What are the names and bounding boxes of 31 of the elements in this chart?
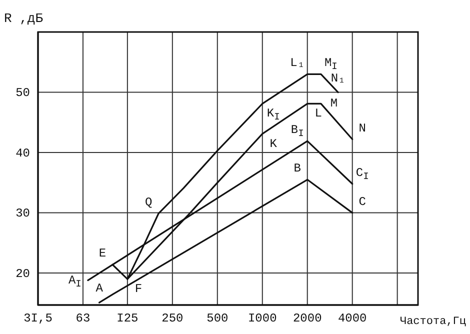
annotation: A$_{I}$ [68,273,82,289]
x-tick-label: 4000 [338,312,367,326]
x-tick-label: I25 [116,312,138,326]
annotation: K [270,137,278,152]
annotation: B$_{I}$ [290,123,304,139]
annotation: M [330,96,338,111]
x-tick-label: 3I,5 [24,312,52,326]
annotation: Q [144,196,152,210]
y-tick-label: 50 [16,86,30,100]
annotation: N₁ [330,71,346,86]
x-tick-label: 250 [162,312,184,326]
annotation: K$_{I}$ [266,106,280,122]
annotation: A [96,282,104,296]
annotation: E [98,246,106,261]
annotation: L₁ [290,56,305,70]
annotation: F [134,282,142,296]
annotation: M$_{I}$ [324,56,338,72]
y-tick-label: 20 [16,266,30,281]
annotation: C$_{I}$ [356,166,369,182]
x-tick-label: 2000 [292,312,322,326]
y-tick-label: 30 [16,206,30,221]
annotation: C [358,194,366,209]
y-tick-label: 40 [16,146,30,160]
x-axis-title: Частота,Гц [400,316,466,328]
annotation: L [314,106,322,121]
annotation: N [358,121,366,136]
x-tick-label: 500 [206,312,228,326]
annotation: B [294,162,301,176]
x-tick-label: I000 [248,312,277,326]
x-tick-label: 63 [76,312,90,326]
y-axis-title: R ,дБ [4,11,44,26]
